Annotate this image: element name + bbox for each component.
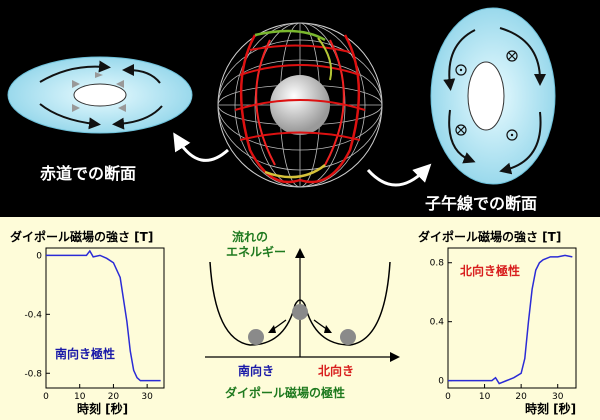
left-chart-ytick-label: -0.8 bbox=[24, 369, 42, 379]
left-chart-xtick-label: 10 bbox=[74, 392, 86, 402]
left-chart-xtick-label: 20 bbox=[108, 392, 120, 402]
left-well-label: 南向き bbox=[238, 364, 275, 378]
right-chart-xtick-label: 0 bbox=[445, 392, 451, 402]
arrow-to-equator bbox=[173, 132, 229, 162]
right-chart-xtick-label: 20 bbox=[515, 392, 527, 402]
right-chart-ytick-label: 0.8 bbox=[430, 259, 445, 269]
top-ball bbox=[292, 304, 308, 320]
right-chart-ytick-label: 0 bbox=[438, 377, 444, 387]
arrow-to-meridian bbox=[366, 163, 432, 187]
energy-ylabel-1: 流れの bbox=[232, 230, 269, 244]
cross-section-illustration bbox=[7, 7, 556, 188]
left-chart-xtick-label: 30 bbox=[141, 392, 153, 402]
meridian-cross-section bbox=[430, 7, 556, 185]
meridian-label: 子午線での断面 bbox=[425, 194, 538, 213]
left-chart-ytick-label: -0.4 bbox=[24, 310, 42, 320]
left-chart-xlabel: 時刻 [秒] bbox=[77, 402, 129, 416]
energy-xlabel: ダイポール磁場の極性 bbox=[225, 386, 346, 400]
right-chart-xlabel: 時刻 [秒] bbox=[525, 402, 577, 416]
left-chart-series-line bbox=[46, 249, 161, 382]
left-well-ball bbox=[248, 329, 264, 345]
right-chart-series-line bbox=[448, 254, 573, 385]
right-chart-xtick-label: 30 bbox=[552, 392, 564, 402]
energy-ylabel-2: エネルギー bbox=[226, 245, 287, 259]
right-chart-title: ダイポール磁場の強さ [T] bbox=[418, 230, 562, 244]
equator-label: 赤道での断面 bbox=[40, 164, 137, 183]
left-chart-ytick-label: 0 bbox=[36, 251, 42, 261]
right-chart-annotation: 北向き極性 bbox=[460, 264, 521, 278]
right-chart-ytick-label: 0.4 bbox=[430, 318, 445, 328]
right-well-ball bbox=[340, 329, 356, 345]
equatorial-cross-section bbox=[7, 56, 193, 134]
left-chart-xtick-label: 0 bbox=[43, 392, 49, 402]
left-chart-annotation: 南向き極性 bbox=[55, 347, 116, 361]
right-chart-xtick-label: 10 bbox=[479, 392, 491, 402]
right-well-label: 北向き bbox=[318, 364, 355, 378]
left-chart-frame bbox=[45, 247, 165, 389]
core-sphere bbox=[217, 22, 383, 188]
right-chart-frame bbox=[447, 247, 577, 389]
left-chart-title: ダイポール磁場の強さ [T] bbox=[10, 230, 154, 244]
